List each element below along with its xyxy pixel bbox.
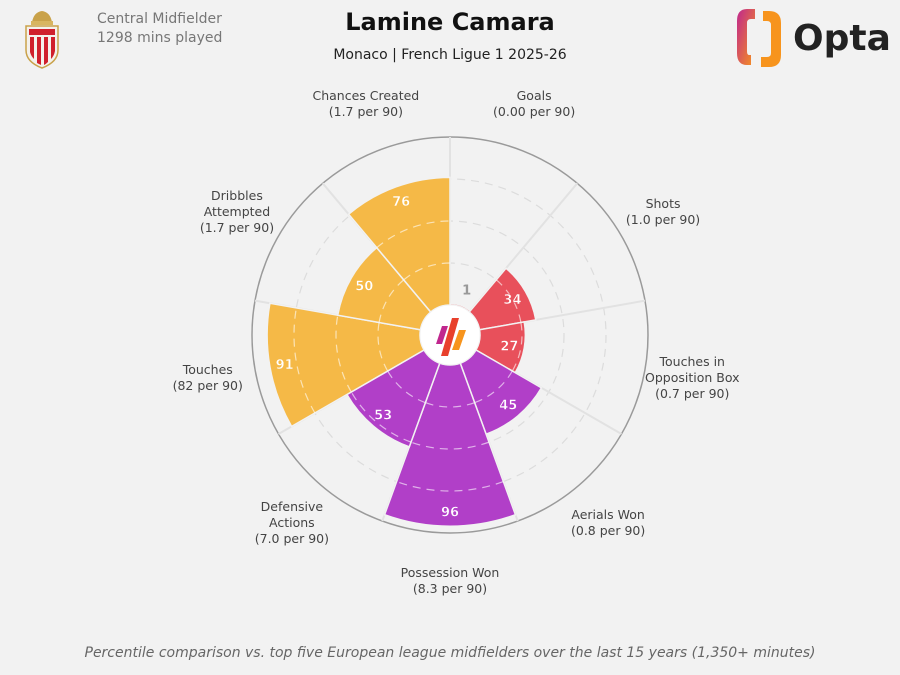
- player-position: Central Midfielder: [97, 11, 222, 27]
- axis-label-per90: (1.7 per 90): [328, 103, 403, 119]
- value-label: 27: [500, 339, 518, 354]
- slice-grid: [474, 370, 513, 404]
- minutes-played: 1298 mins played: [97, 30, 223, 46]
- axis-label: Chances Created (1.7 per 90): [281, 88, 451, 120]
- slice-grid: [335, 315, 352, 393]
- monaco-crest-icon: [25, 11, 59, 69]
- slice-grid: [403, 262, 451, 281]
- axis-label-line1: Chances Created: [312, 87, 420, 103]
- axis-label-line2: Actions: [269, 515, 315, 531]
- axis-label-line1: Defensive: [260, 499, 324, 515]
- slice-grid: [387, 370, 426, 404]
- axis-label: Goals (0.00 per 90): [449, 88, 619, 120]
- axis-label-per90: (7.0 per 90): [254, 531, 329, 547]
- slice-grid: [378, 279, 405, 323]
- axis-label: Aerials Won (0.8 per 90): [523, 507, 693, 539]
- slice-grid: [410, 441, 490, 450]
- slice-grid: [376, 220, 451, 249]
- axis-label-line2: Attempted: [203, 204, 271, 219]
- footnote: Percentile comparison vs. top five Europ…: [84, 645, 816, 661]
- axis-label-line1: Shots: [645, 196, 681, 211]
- axis-label-line1: Touches: [182, 361, 233, 377]
- axis-label-line1: Aerials Won: [571, 507, 645, 523]
- axis-label-per90: (1.7 per 90): [199, 220, 275, 235]
- axis-label: Touches in Opposition Box (0.7 per 90): [607, 354, 777, 402]
- slice-grid: [511, 322, 523, 372]
- axis-label: Defensive Actions (7.0 per 90): [207, 499, 377, 547]
- slice-grid: [350, 391, 412, 443]
- value-label: 34: [503, 293, 521, 308]
- axis-label: Touches (82 per 90): [123, 362, 293, 394]
- opta-logo: Opta: [735, 7, 891, 69]
- axis-label-per90: (0.7 per 90): [655, 385, 730, 401]
- slice-grid: [377, 322, 389, 372]
- value-label: 53: [374, 409, 392, 424]
- opta-mark-icon: [737, 9, 781, 67]
- axis-label: Dribbles Attempted (1.7 per 90): [152, 188, 322, 236]
- opta-center-logo-icon: [436, 318, 466, 356]
- axis-label-line2: Opposition Box: [645, 369, 740, 385]
- slice-grid: [495, 279, 522, 323]
- value-label: 50: [355, 280, 373, 295]
- axis-label-line1: Possession Won: [400, 565, 500, 580]
- axis-label-line1: Goals: [516, 87, 552, 103]
- value-label: 91: [276, 358, 294, 373]
- opta-wordmark: Opta: [793, 17, 891, 59]
- value-label: 76: [392, 195, 410, 210]
- axis-label-line1: Touches in: [659, 353, 725, 369]
- axis-label-per90: (0.8 per 90): [571, 523, 646, 539]
- value-label: 45: [499, 398, 517, 413]
- page-subtitle: Monaco | French Ligue 1 2025-26: [333, 47, 567, 63]
- value-label: 1: [462, 283, 471, 298]
- axis-label-per90: (82 per 90): [172, 377, 243, 393]
- axis-label-per90: (1.0 per 90): [625, 212, 701, 227]
- axis-label: Possession Won (8.3 per 90): [365, 565, 535, 597]
- axis-label: Shots (1.0 per 90): [578, 196, 748, 228]
- page-title: Lamine Camara: [345, 8, 555, 36]
- value-label: 96: [441, 505, 459, 520]
- axis-label-per90: (0.00 per 90): [493, 103, 576, 119]
- slice-grid: [425, 402, 475, 408]
- axis-label-line1: Dribbles: [211, 188, 263, 203]
- axis-label-per90: (8.3 per 90): [412, 581, 488, 596]
- player-meta: Central Midfielder 1298 mins played: [97, 10, 222, 48]
